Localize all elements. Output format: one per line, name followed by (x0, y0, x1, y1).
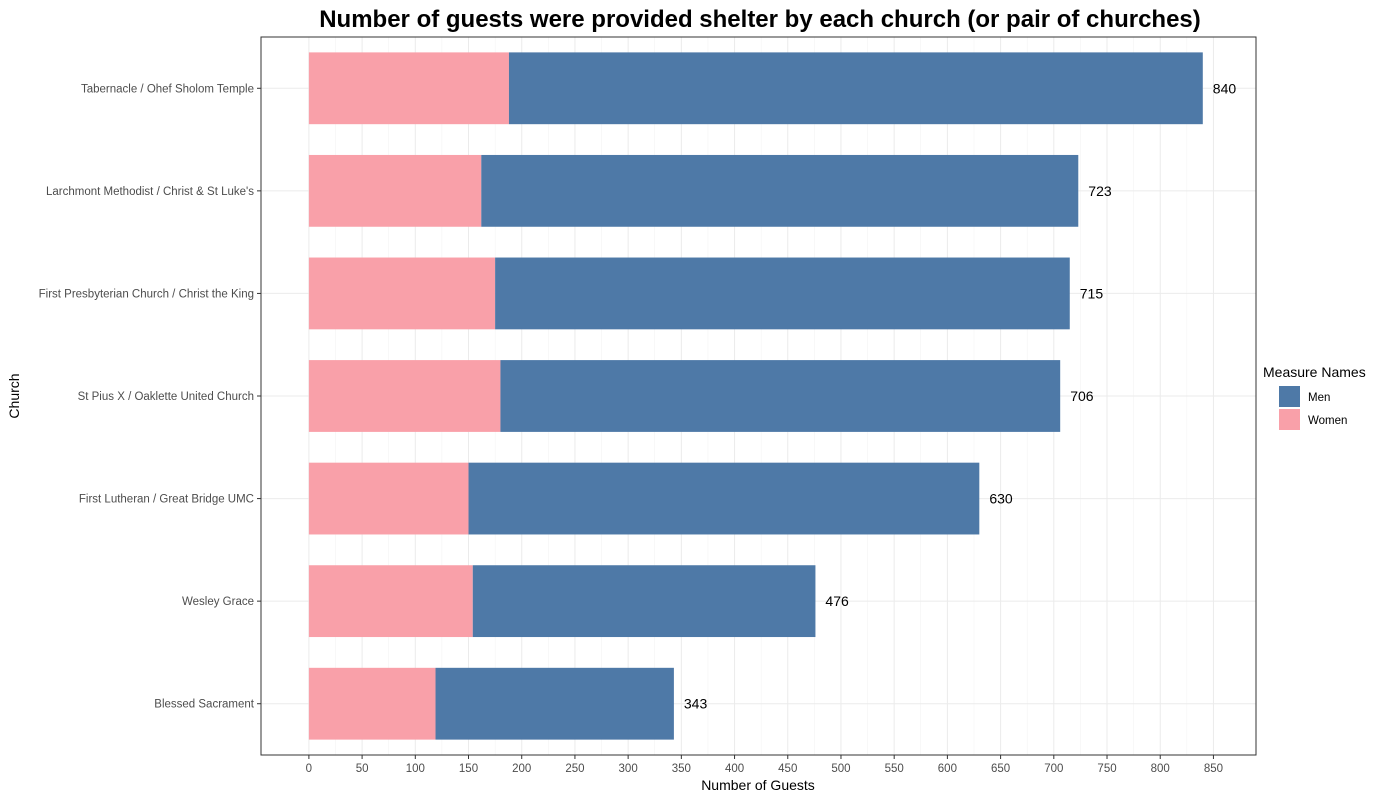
y-tick-label: Blessed Sacrament (154, 699, 255, 711)
legend: Measure Names Men Women (1263, 364, 1366, 430)
x-tick-label: 500 (831, 763, 850, 775)
bar-men (472, 565, 816, 638)
y-tick-label: Tabernacle / Ohef Sholom Temple (81, 83, 254, 95)
x-tick-label: 250 (565, 763, 584, 775)
total-label: 715 (1080, 285, 1104, 301)
x-axis: 0 50 100 150 200 250 300 350 400 450 500 550 600 650 7… (306, 755, 1223, 775)
bar-men (500, 360, 1061, 432)
y-axis: Tabernacle / Ohef Sholom Temple Larchmont… (39, 83, 261, 711)
total-label: 343 (684, 696, 708, 712)
bar-men (495, 257, 1070, 330)
x-tick-label: 0 (306, 763, 312, 775)
x-tick-label: 800 (1151, 763, 1170, 775)
y-tick-label: First Presbyterian Church / Christ the K… (39, 288, 254, 300)
x-tick-label: 150 (459, 763, 478, 775)
total-label: 706 (1070, 388, 1094, 404)
total-label: 630 (989, 491, 1013, 507)
x-tick-label: 850 (1204, 763, 1223, 775)
y-axis-title: Church (6, 373, 22, 418)
x-tick-label: 550 (885, 763, 904, 775)
total-label: 723 (1088, 183, 1112, 199)
x-tick-label: 650 (991, 763, 1010, 775)
data-labels: 840 723 715 706 630 476 343 (684, 80, 1236, 711)
chart-title: Number of guests were provided shelter b… (319, 6, 1201, 33)
bar-men (481, 154, 1079, 227)
x-tick-label: 750 (1097, 763, 1116, 775)
bar-women (308, 257, 496, 330)
legend-key-men (1279, 386, 1300, 407)
y-tick-label: Wesley Grace (182, 596, 254, 608)
y-tick-label: Larchmont Methodist / Christ & St Luke's (46, 186, 254, 198)
total-label: 476 (825, 593, 849, 609)
bar-women (308, 667, 436, 740)
bar-men (508, 52, 1203, 125)
legend-key-women (1279, 409, 1300, 430)
bar-women (308, 52, 509, 125)
x-tick-label: 300 (619, 763, 638, 775)
x-tick-label: 200 (512, 763, 531, 775)
bar-women (308, 565, 473, 638)
x-tick-label: 700 (1044, 763, 1063, 775)
x-tick-label: 600 (938, 763, 957, 775)
legend-label-women: Women (1308, 415, 1347, 427)
total-label: 840 (1213, 80, 1237, 96)
y-tick-label: St Pius X / Oaklette United Church (78, 391, 254, 403)
y-tick-label: First Lutheran / Great Bridge UMC (79, 494, 254, 506)
x-tick-label: 100 (406, 763, 425, 775)
x-tick-label: 50 (356, 763, 369, 775)
bar-women (308, 360, 501, 432)
legend-label-men: Men (1308, 392, 1330, 404)
legend-title: Measure Names (1263, 364, 1366, 380)
x-tick-label: 450 (778, 763, 797, 775)
bar-men (468, 462, 980, 535)
x-tick-label: 350 (672, 763, 691, 775)
x-axis-title: Number of Guests (701, 777, 815, 793)
x-tick-label: 400 (725, 763, 744, 775)
bars (308, 52, 1203, 740)
bar-women (308, 462, 469, 535)
bar-women (308, 154, 482, 227)
bar-men (435, 667, 674, 740)
